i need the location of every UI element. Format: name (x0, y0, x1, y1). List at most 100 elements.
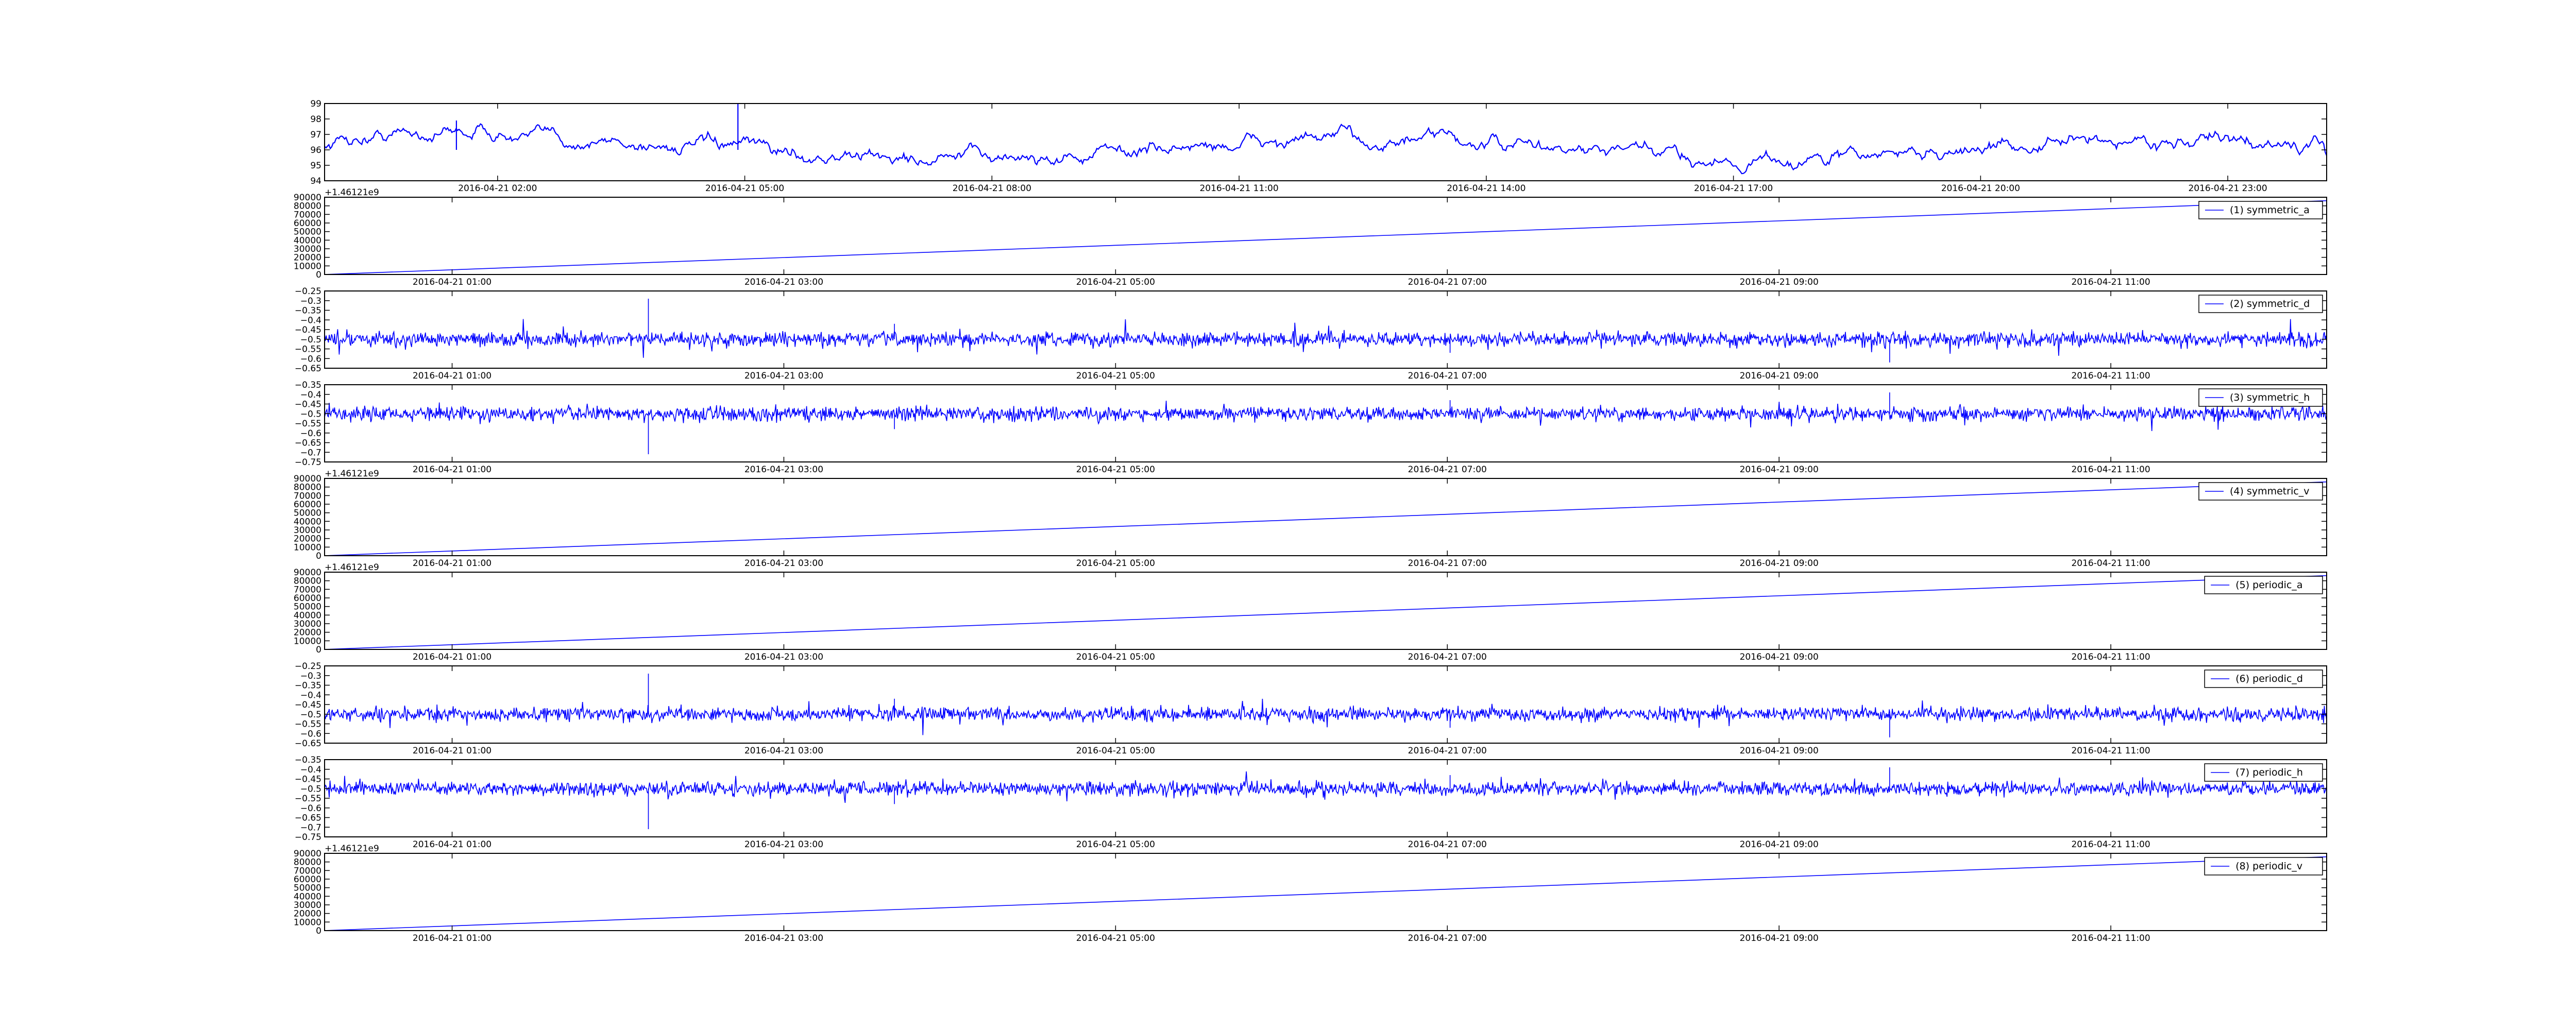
y-tick-label: −0.65 (295, 364, 321, 374)
x-tick-label: 2016-04-21 05:00 (705, 183, 784, 194)
offset-text: +1.46121e9 (325, 469, 379, 479)
y-tick-label: −0.55 (295, 794, 321, 804)
y-tick-label: −0.7 (300, 448, 321, 458)
x-tick-label: 2016-04-21 14:00 (1447, 183, 1526, 194)
y-tick-label: 0 (316, 926, 321, 936)
y-tick-label: −0.4 (300, 765, 321, 775)
legend-label: (2) symmetric_d (2230, 298, 2310, 310)
y-tick-label: 50000 (294, 602, 321, 612)
legend: (6) periodic_d (2204, 670, 2323, 688)
x-tick-label: 2016-04-21 03:00 (744, 465, 823, 475)
x-tick-label: 2016-04-21 02:00 (458, 183, 537, 194)
x-tick-label: 2016-04-21 03:00 (744, 371, 823, 381)
y-tick-label: −0.35 (295, 380, 321, 390)
y-tick-label: 10000 (294, 636, 321, 646)
legend: (2) symmetric_d (2198, 295, 2323, 313)
y-tick-label: −0.5 (300, 335, 321, 345)
panel-6: 0100002000030000400005000060000700008000… (294, 562, 2327, 662)
y-tick-label: −0.65 (295, 438, 321, 449)
axes-frame (324, 290, 2327, 369)
x-tick-label: 2016-04-21 11:00 (2071, 746, 2150, 756)
x-tick-label: 2016-04-21 01:00 (413, 839, 492, 850)
x-tick-label: 2016-04-21 07:00 (1408, 558, 1487, 569)
x-tick-label: 2016-04-21 03:00 (744, 746, 823, 756)
panel-4: −0.75−0.7−0.65−0.6−0.55−0.5−0.45−0.4−0.3… (295, 380, 2327, 475)
axes-frame (324, 665, 2327, 744)
y-tick-label: 80000 (294, 576, 321, 587)
y-tick-label: 99 (310, 99, 321, 109)
x-tick-label: 2016-04-21 05:00 (1076, 746, 1155, 756)
x-tick-label: 2016-04-21 20:00 (1941, 183, 2020, 194)
x-tick-label: 2016-04-21 09:00 (1740, 652, 1819, 662)
y-tick-label: −0.75 (295, 457, 321, 468)
x-tick-label: 2016-04-21 08:00 (953, 183, 1031, 194)
x-tick-label: 2016-04-21 07:00 (1408, 839, 1487, 850)
y-tick-label: 70000 (294, 866, 321, 876)
series-line-2 (325, 200, 2327, 274)
y-tick-label: −0.4 (300, 315, 321, 325)
y-tick-label: 10000 (294, 261, 321, 271)
x-tick-label: 2016-04-21 11:00 (2071, 652, 2150, 662)
panel-9: 0100002000030000400005000060000700008000… (294, 844, 2327, 943)
y-tick-label: 94 (310, 176, 321, 186)
y-tick-label: 60000 (294, 874, 321, 885)
y-tick-label: −0.55 (295, 345, 321, 355)
y-tick-label: 80000 (294, 857, 321, 868)
x-tick-label: 2016-04-21 05:00 (1076, 465, 1155, 475)
y-tick-label: 30000 (294, 900, 321, 911)
y-tick-label: 40000 (294, 235, 321, 246)
y-tick-label: 10000 (294, 917, 321, 928)
legend-label: (6) periodic_d (2235, 673, 2303, 684)
series-line-7 (325, 674, 2327, 737)
series-line-5 (325, 481, 2327, 556)
y-tick-label: 70000 (294, 585, 321, 595)
x-tick-label: 2016-04-21 05:00 (1076, 839, 1155, 850)
y-tick-label: 60000 (294, 218, 321, 229)
y-tick-label: 60000 (294, 593, 321, 604)
x-tick-label: 2016-04-21 01:00 (413, 465, 492, 475)
legend: (7) periodic_h (2204, 763, 2323, 782)
x-tick-label: 2016-04-21 07:00 (1408, 746, 1487, 756)
axes-frame (324, 197, 2327, 275)
series-line-1 (325, 104, 2327, 175)
y-tick-label: 40000 (294, 517, 321, 527)
x-tick-label: 2016-04-21 03:00 (744, 933, 823, 943)
y-tick-label: −0.65 (295, 813, 321, 823)
x-tick-label: 2016-04-21 03:00 (744, 558, 823, 569)
y-tick-label: −0.25 (295, 286, 321, 297)
y-tick-label: 40000 (294, 891, 321, 902)
y-tick-label: −0.3 (300, 296, 321, 306)
x-tick-label: 2016-04-21 11:00 (1199, 183, 1278, 194)
y-tick-label: −0.75 (295, 832, 321, 843)
x-tick-label: 2016-04-21 07:00 (1408, 933, 1487, 943)
y-tick-label: −0.6 (300, 428, 321, 439)
y-tick-label: −0.5 (300, 710, 321, 720)
offset-text: +1.46121e9 (325, 187, 379, 198)
y-tick-label: −0.45 (295, 700, 321, 710)
axes-frame (324, 478, 2327, 556)
y-tick-label: 95 (310, 161, 321, 171)
x-tick-label: 2016-04-21 01:00 (413, 371, 492, 381)
y-tick-label: −0.55 (295, 419, 321, 429)
x-tick-label: 2016-04-21 01:00 (413, 652, 492, 662)
x-tick-label: 2016-04-21 09:00 (1740, 277, 1819, 287)
x-tick-label: 2016-04-21 17:00 (1694, 183, 1773, 194)
panel-2: 0100002000030000400005000060000700008000… (294, 187, 2327, 287)
x-tick-label: 2016-04-21 09:00 (1740, 558, 1819, 569)
x-tick-label: 2016-04-21 11:00 (2071, 465, 2150, 475)
x-tick-label: 2016-04-21 05:00 (1076, 371, 1155, 381)
axes-frame (324, 384, 2327, 462)
y-tick-label: 20000 (294, 534, 321, 544)
y-tick-label: 30000 (294, 525, 321, 536)
y-tick-label: −0.7 (300, 822, 321, 833)
panel-5: 0100002000030000400005000060000700008000… (294, 469, 2327, 569)
x-tick-label: 2016-04-21 23:00 (2188, 183, 2267, 194)
axes-frame (324, 103, 2327, 181)
x-tick-label: 2016-04-21 11:00 (2071, 371, 2150, 381)
y-tick-label: 50000 (294, 508, 321, 519)
x-tick-label: 2016-04-21 07:00 (1408, 465, 1487, 475)
y-tick-label: −0.45 (295, 775, 321, 785)
legend-label: (4) symmetric_v (2230, 486, 2310, 497)
y-tick-label: 30000 (294, 244, 321, 254)
y-tick-label: 80000 (294, 483, 321, 493)
